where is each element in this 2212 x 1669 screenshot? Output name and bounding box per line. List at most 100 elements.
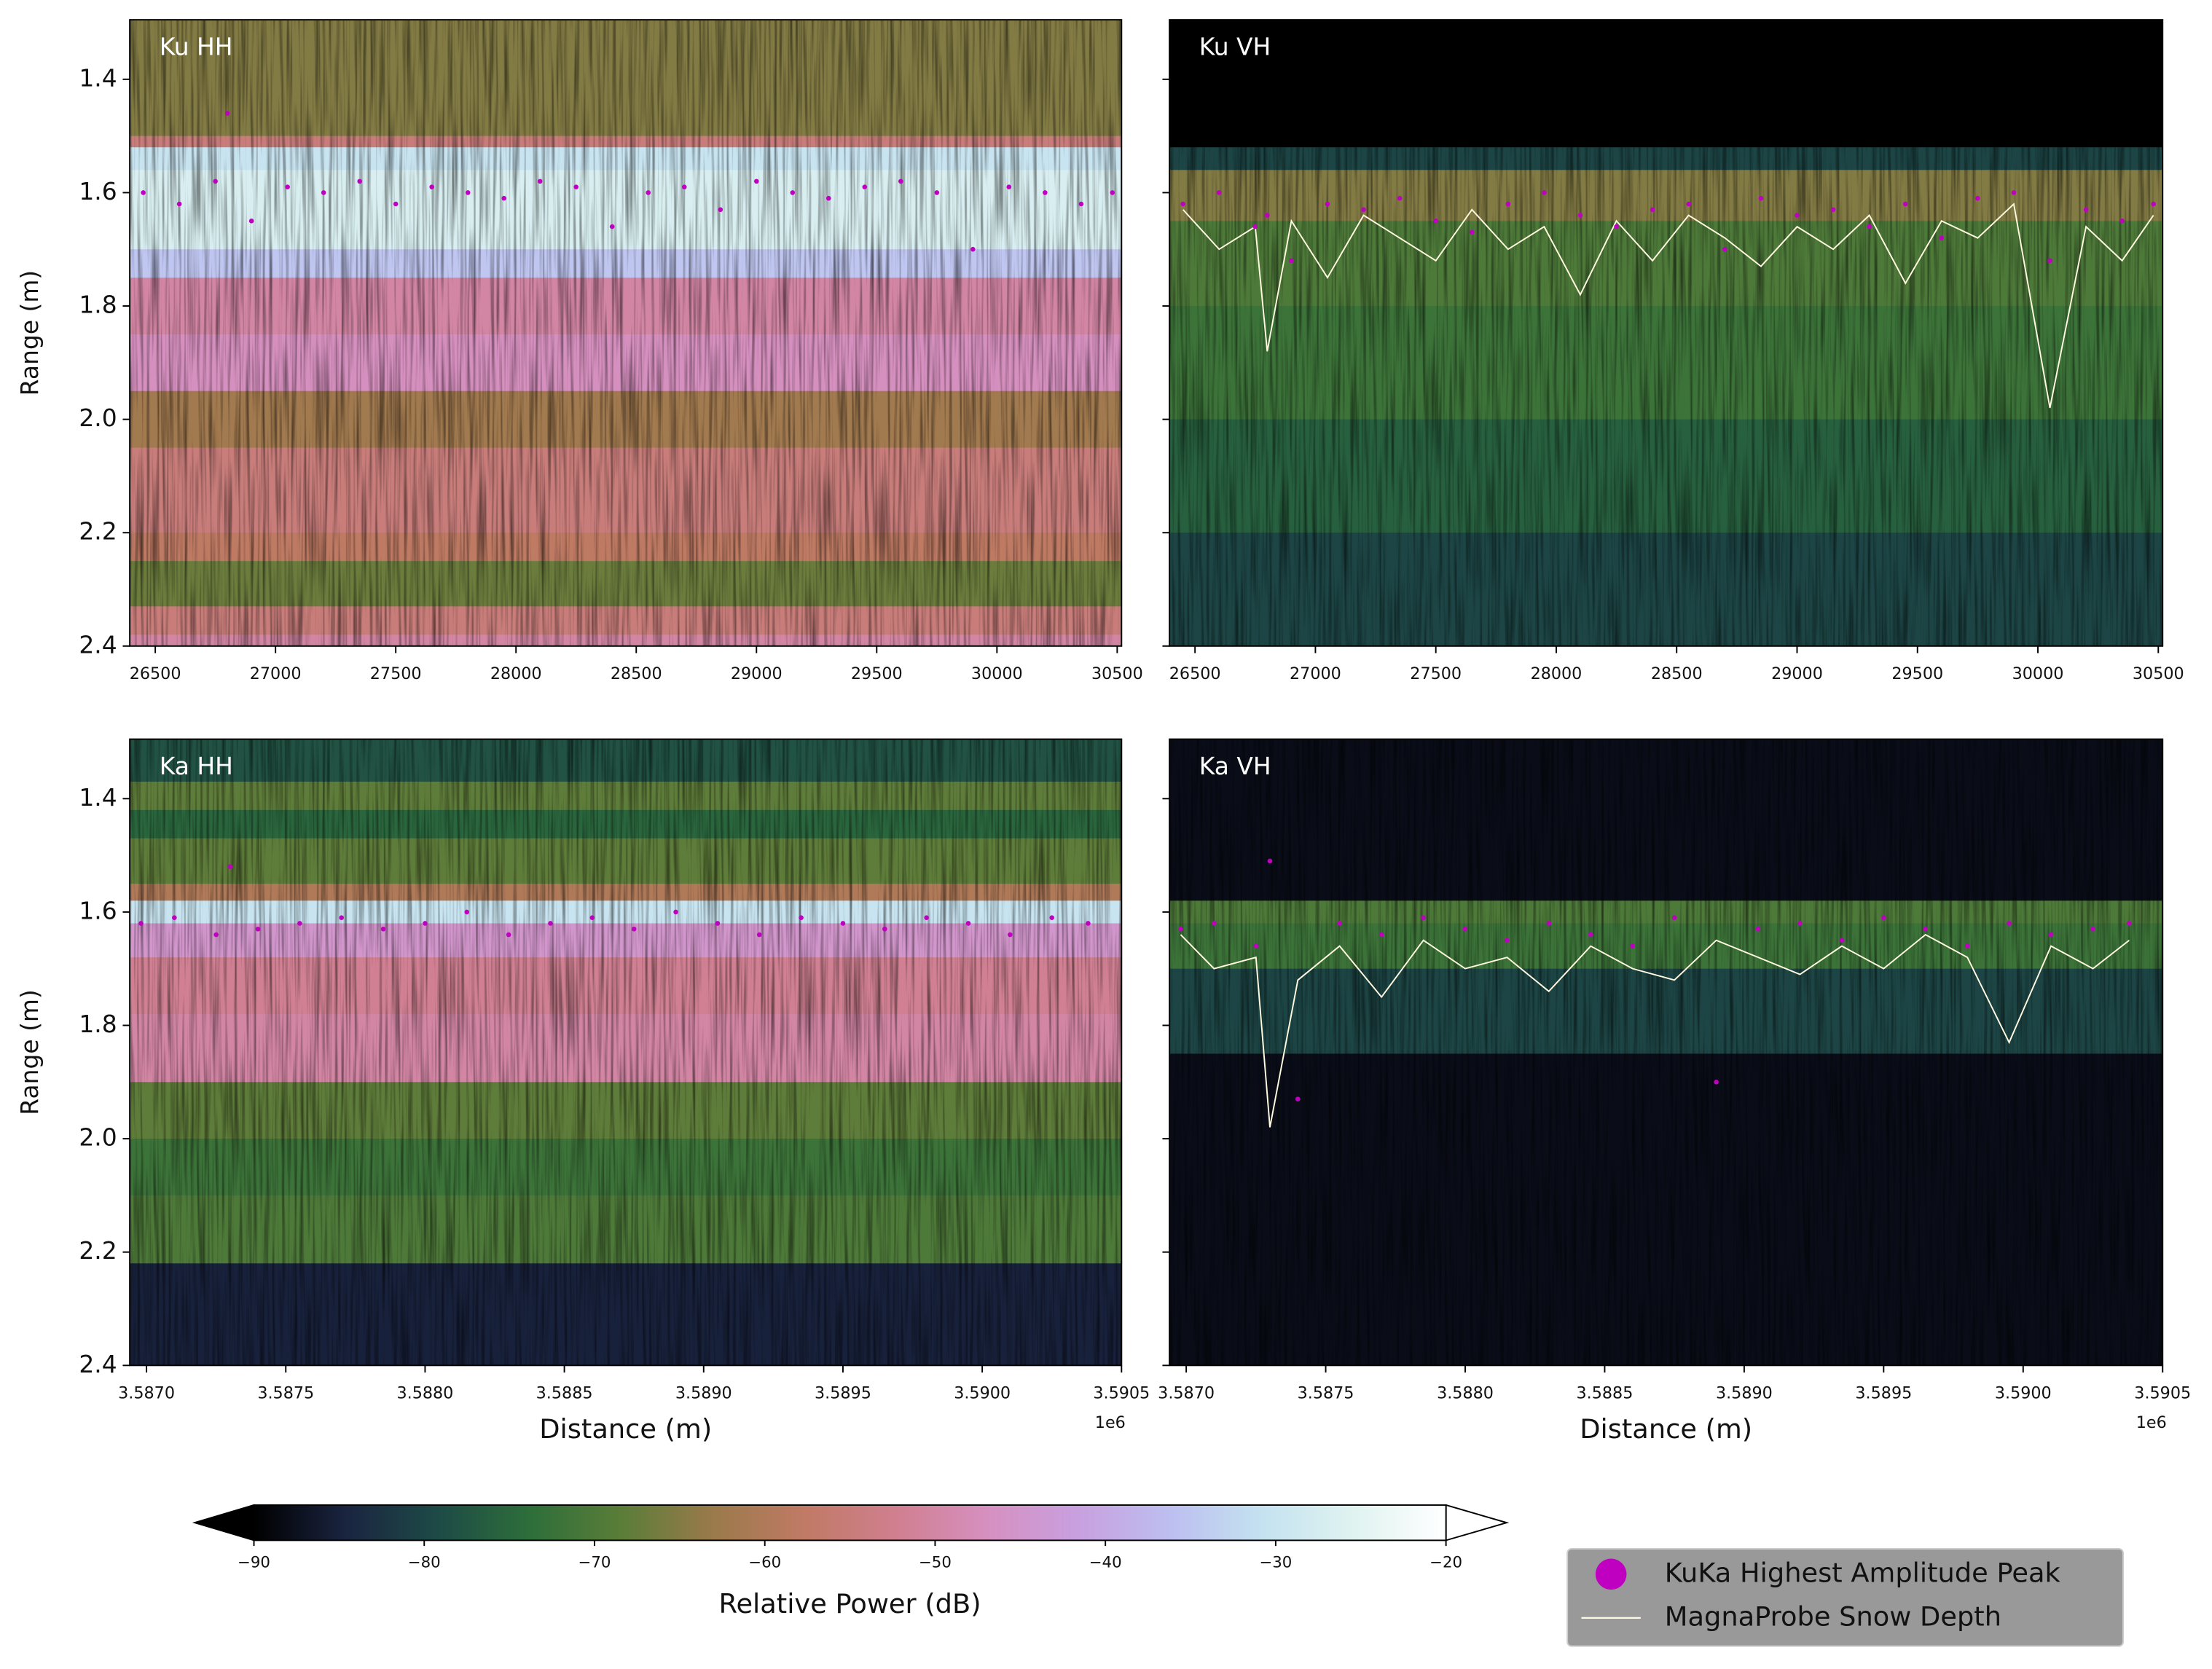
peak-point: [548, 921, 553, 926]
legend-label: KuKa Highest Amplitude Peak: [1665, 1557, 2061, 1588]
peak-point: [1614, 224, 1619, 229]
peak-point: [1797, 921, 1803, 926]
peak-point: [1110, 190, 1115, 195]
peak-point: [673, 909, 678, 915]
x-tick-label: 29500: [851, 664, 903, 683]
extend-high: [1445, 1504, 1510, 1542]
peak-point: [1008, 932, 1013, 938]
peak-point: [248, 219, 254, 224]
x-tick-label: 3.5900: [954, 1384, 1011, 1403]
peak-point: [1462, 926, 1468, 932]
peak-point: [898, 178, 903, 184]
peak-point: [1505, 201, 1511, 207]
plot-area: [1169, 20, 2163, 646]
x-tick-label: 3.5905: [2134, 1384, 2191, 1403]
x-tick-label: 30000: [2012, 664, 2064, 683]
panel-label: Ku HH: [160, 32, 233, 60]
x-tick-label: 3.5875: [257, 1384, 314, 1403]
peak-point: [339, 915, 345, 920]
x-tick-label: 3.5890: [1716, 1384, 1773, 1403]
legend-label: MagnaProbe Snow Depth: [1665, 1601, 2001, 1632]
peak-point: [2119, 219, 2125, 224]
y-tick-label: 2.0: [79, 1123, 117, 1152]
peak-point: [1006, 184, 1012, 189]
x-axis-label: Distance (m): [539, 1413, 712, 1445]
peak-point: [756, 932, 762, 938]
snow-depth-line: [1183, 203, 2154, 409]
x-tick-label: 3.5905: [1093, 1384, 1150, 1403]
peak-point: [1650, 207, 1655, 213]
peak-point: [1577, 213, 1583, 218]
x-tick-label: 28000: [490, 664, 542, 683]
peak-point: [882, 926, 887, 932]
colorbar-tick-label: −60: [748, 1553, 781, 1571]
peak-point: [862, 184, 868, 189]
peak-point: [213, 932, 219, 938]
x-offset-label: 1e6: [2136, 1413, 2167, 1432]
peak-point: [2011, 190, 2017, 195]
x-tick-label: 3.5885: [1577, 1384, 1633, 1403]
x-tick-label: 27500: [370, 664, 422, 683]
x-tick-label: 29500: [1891, 664, 1943, 683]
peak-point: [464, 909, 470, 915]
x-tick-label: 30500: [2133, 664, 2184, 683]
x-tick-label: 3.5870: [118, 1384, 175, 1403]
peak-point: [1216, 190, 1222, 195]
peak-point: [790, 190, 796, 195]
plot-area: [1169, 739, 2163, 1366]
y-tick-label: 1.8: [79, 1010, 117, 1038]
plot-area: [130, 20, 1122, 646]
legend-box: [1566, 1548, 2124, 1647]
colorbar-tick-label: −20: [1429, 1553, 1462, 1571]
y-tick-label: 1.4: [79, 63, 117, 92]
peak-point: [1378, 932, 1384, 938]
peak-point: [227, 864, 233, 869]
peak-point: [1588, 932, 1593, 938]
peak-point: [715, 921, 721, 926]
peak-point: [1630, 943, 1636, 949]
colorbar-tick-label: −50: [919, 1553, 952, 1571]
x-tick-label: 3.5875: [1298, 1384, 1354, 1403]
colorbar: [253, 1504, 1447, 1542]
peak-point: [423, 921, 428, 926]
peak-point: [1397, 195, 1403, 201]
peak-point: [1758, 195, 1764, 201]
x-tick-label: 3.5895: [1855, 1384, 1912, 1403]
peak-point: [681, 184, 687, 189]
peak-point: [141, 190, 146, 195]
peak-point: [1178, 926, 1183, 932]
peak-point: [2083, 207, 2089, 213]
peak-point: [1212, 921, 1217, 926]
axes-frame: [1169, 738, 2164, 1367]
peak-point: [1469, 229, 1475, 235]
y-tick-label: 2.2: [79, 517, 117, 546]
colorbar-tick-label: −80: [408, 1553, 441, 1571]
peak-point: [1337, 921, 1342, 926]
x-tick-label: 27000: [1290, 664, 1341, 683]
peak-point: [321, 190, 326, 195]
peak-point: [1714, 1080, 1719, 1085]
peak-point: [285, 184, 290, 189]
peak-point: [1086, 921, 1091, 926]
peak-point: [357, 178, 362, 184]
texture: [1169, 739, 2163, 1366]
peak-point: [1295, 1096, 1301, 1101]
peak-point: [172, 915, 177, 920]
peak-point: [799, 915, 804, 920]
axes-frame: [129, 19, 1123, 647]
colorbar-tick-label: −70: [579, 1553, 611, 1571]
x-tick-label: 3.5890: [675, 1384, 732, 1403]
x-tick-label: 28000: [1531, 664, 1582, 683]
peak-point: [1975, 195, 1980, 201]
peak-point: [1180, 201, 1185, 207]
y-tick-label: 2.4: [79, 1350, 117, 1378]
peak-point: [380, 926, 386, 932]
x-tick-label: 30000: [971, 664, 1023, 683]
y-tick-label: 1.6: [79, 177, 117, 205]
y-tick-label: 2.0: [79, 404, 117, 432]
colorbar-tick-label: −30: [1259, 1553, 1292, 1571]
x-tick-label: 3.5880: [396, 1384, 453, 1403]
peak-point: [1433, 219, 1438, 224]
peak-point: [934, 190, 940, 195]
